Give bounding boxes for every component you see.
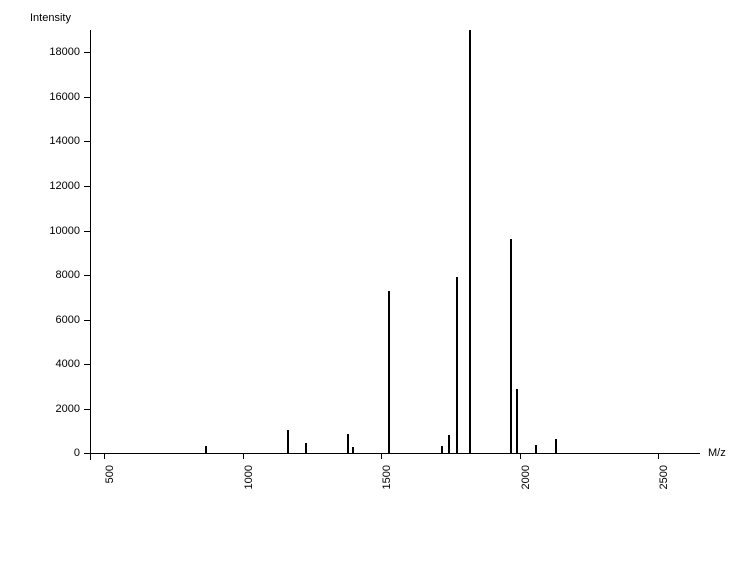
x-tick-label: 1000 [243,465,255,565]
spectrum-peak [456,277,458,453]
spectrum-peak [352,447,354,453]
spectrum-peak [469,30,471,453]
y-tick [84,186,90,187]
y-tick [84,320,90,321]
chart-canvas: Intensity M/z 0 2000 4000 6000 8000 10000 1200… [0,0,750,540]
y-tick [84,141,90,142]
x-tick [243,453,244,459]
spectrum-peak [441,446,443,454]
y-axis-label: Intensity [30,12,71,24]
x-tick-label: 2500 [658,465,670,565]
y-tick-label: 8000 [0,269,80,281]
y-tick-label: 6000 [0,314,80,326]
x-axis [90,453,700,454]
x-tick-label: 1500 [381,465,393,565]
y-tick [84,97,90,98]
spectrum-peak [205,446,207,454]
y-tick [84,453,90,454]
x-tick [381,453,382,459]
y-tick [84,364,90,365]
x-axis-label: M/z [708,447,726,459]
y-tick [84,275,90,276]
y-tick-label: 0 [0,447,80,459]
x-tick [658,453,659,459]
spectrum-peak [388,291,390,454]
x-tick-label: 2000 [520,465,532,565]
x-tick [104,453,105,459]
spectrum-peak [555,439,557,453]
x-tick [520,453,521,459]
y-tick-label: 4000 [0,358,80,370]
y-axis [90,30,91,460]
y-tick-label: 2000 [0,403,80,415]
spectrum-peak [516,389,518,454]
spectrum-peak [535,445,537,453]
y-tick-label: 18000 [0,46,80,58]
plot-area [90,30,700,460]
y-tick-label: 12000 [0,180,80,192]
y-tick [84,231,90,232]
spectrum-peak [287,430,289,454]
spectrum-peak [448,435,450,453]
y-tick-label: 16000 [0,91,80,103]
y-tick [84,409,90,410]
y-tick [84,52,90,53]
spectrum-peak [510,239,512,453]
y-tick-label: 10000 [0,225,80,237]
y-tick-label: 14000 [0,135,80,147]
spectrum-peak [305,443,307,454]
x-tick-label: 500 [104,465,116,565]
spectrum-peak [347,434,349,453]
